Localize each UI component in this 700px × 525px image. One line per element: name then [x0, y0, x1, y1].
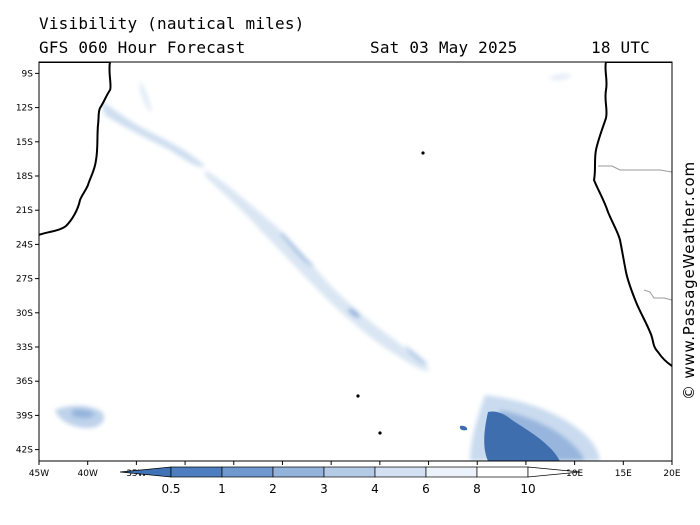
- fog-streak-north: [140, 80, 152, 112]
- lat-tick-label: 33S: [16, 343, 33, 353]
- dense-fog-small: [459, 425, 468, 431]
- lon-tick-label: 10E: [566, 469, 583, 479]
- legend-labels: 0.5 1 2 3 4 6 8 10: [161, 482, 535, 496]
- lat-tick-label: 36S: [16, 377, 33, 387]
- latitude-axis: 9S 12S 15S 18S 21S 24S 27S 30S 33S 36S 39S 42S: [16, 69, 39, 456]
- legend-right-arrow: [527, 466, 581, 478]
- copyright-credit: © www.PassageWeather.com: [680, 161, 698, 400]
- lat-tick-label: 30S: [16, 309, 33, 319]
- fog-streak-east: [548, 73, 572, 81]
- lat-tick-label: 42S: [16, 446, 33, 456]
- forecast-date: Sat 03 May 2025: [370, 38, 518, 57]
- lon-tick-label: 15E: [615, 469, 632, 479]
- lat-tick-label: 39S: [16, 411, 33, 421]
- lon-tick-label: 45W: [29, 469, 49, 479]
- legend-color-box: [425, 466, 478, 478]
- legend-color-box: [323, 466, 376, 478]
- legend-label: 6: [422, 482, 430, 496]
- lat-tick-label: 18S: [16, 172, 33, 182]
- dense-fog-cores: [459, 411, 560, 461]
- legend-label: 10: [520, 482, 535, 496]
- fog-band-northwest: [100, 100, 205, 167]
- fog-band-central-south: [405, 345, 428, 365]
- lon-tick-label: 20E: [663, 469, 680, 479]
- legend-label: 4: [371, 482, 379, 496]
- legend-label: 3: [320, 482, 328, 496]
- lat-tick-label: 12S: [16, 104, 33, 114]
- fog-patch-southwest-dense: [72, 409, 95, 419]
- legend-label: 2: [269, 482, 277, 496]
- lat-tick-label: 15S: [16, 138, 33, 148]
- lat-tick-label: 9S: [22, 69, 34, 79]
- legend-boxes: [170, 466, 529, 478]
- lat-tick-label: 21S: [16, 206, 33, 216]
- fog-band-central: [205, 170, 430, 371]
- border-angola-namibia: [598, 165, 672, 173]
- legend-color-box: [170, 466, 223, 478]
- map-frame: [38, 61, 673, 462]
- coastline-south-america: [39, 62, 112, 236]
- legend-color-box: [476, 466, 529, 478]
- legend-color-box: [221, 466, 274, 478]
- legend-label: 0.5: [161, 482, 180, 496]
- fog-band-mid-spot: [348, 308, 360, 318]
- legend-color-box: [272, 466, 325, 478]
- model-forecast-label: GFS 060 Hour Forecast: [39, 38, 246, 57]
- lat-tick-label: 24S: [16, 240, 33, 250]
- legend-color-box: [374, 466, 427, 478]
- border-namibia-south-africa: [643, 289, 672, 301]
- island-st-helena: [421, 151, 425, 155]
- map-title: Visibility (nautical miles): [39, 14, 305, 33]
- visibility-legend: 0.5 1 2 3 4 6 8 10: [119, 466, 581, 496]
- legend-label: 1: [218, 482, 226, 496]
- map-plot-area: [39, 62, 672, 461]
- lat-tick-label: 27S: [16, 275, 33, 285]
- dense-fog-southeast: [484, 411, 560, 461]
- forecast-time: 18 UTC: [591, 38, 650, 57]
- coastline-africa: [592, 62, 672, 367]
- island-tristan-da-cunha: [356, 394, 360, 398]
- island-gough: [378, 431, 382, 435]
- legend-label: 8: [473, 482, 481, 496]
- lon-tick-label: 35W: [126, 469, 146, 479]
- lon-tick-label: 40W: [78, 469, 98, 479]
- ocean-background: [39, 62, 672, 461]
- fog-band-central-dense: [280, 232, 314, 267]
